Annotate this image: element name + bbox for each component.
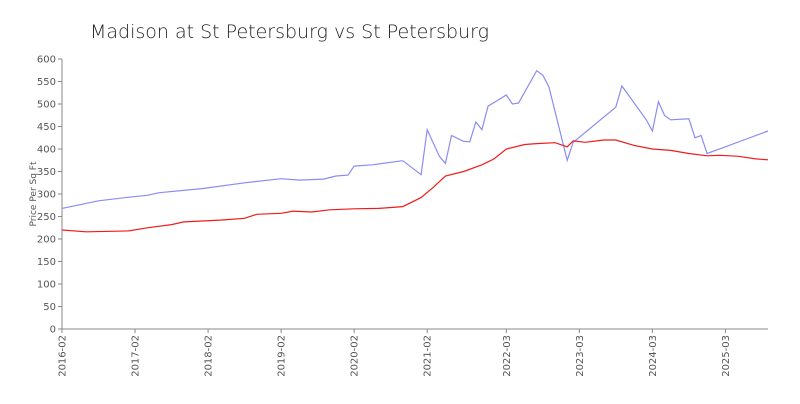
y-tick-label: 0 [50,325,56,336]
series-line [61,139,769,233]
x-tick-label: 2024-03 [648,335,659,377]
x-tick-label: 2019-02 [277,335,288,377]
y-tick-label: 100 [37,280,56,291]
x-tick-label: 2022-03 [502,335,513,377]
x-tick-label: 2017-02 [131,335,142,377]
y-tick-label: 300 [37,190,56,201]
y-tick-label: 350 [37,167,56,178]
series-line [61,69,769,209]
y-tick-label: 400 [37,145,56,156]
x-tick-label: 2018-02 [204,335,215,377]
x-tick-label: 2016-02 [58,335,69,377]
y-tick-label: 550 [37,77,56,88]
y-axis-label: Price Per Sq Ft [29,161,39,226]
x-tick-label: 2023-03 [575,335,586,377]
x-tick-label: 2025-03 [721,335,732,377]
y-tick-label: 250 [37,212,56,223]
y-tick-label: 50 [43,302,56,313]
x-tick-label: 2020-02 [350,335,361,377]
y-tick-label: 200 [37,235,56,246]
y-tick-label: 600 [37,55,56,66]
y-tick-label: 500 [37,100,56,111]
chart-title: Madison at St Petersburg vs St Petersbur… [90,21,489,43]
y-tick-label: 150 [37,257,56,268]
y-tick-label: 450 [37,122,56,133]
x-tick-label: 2021-02 [423,335,434,377]
